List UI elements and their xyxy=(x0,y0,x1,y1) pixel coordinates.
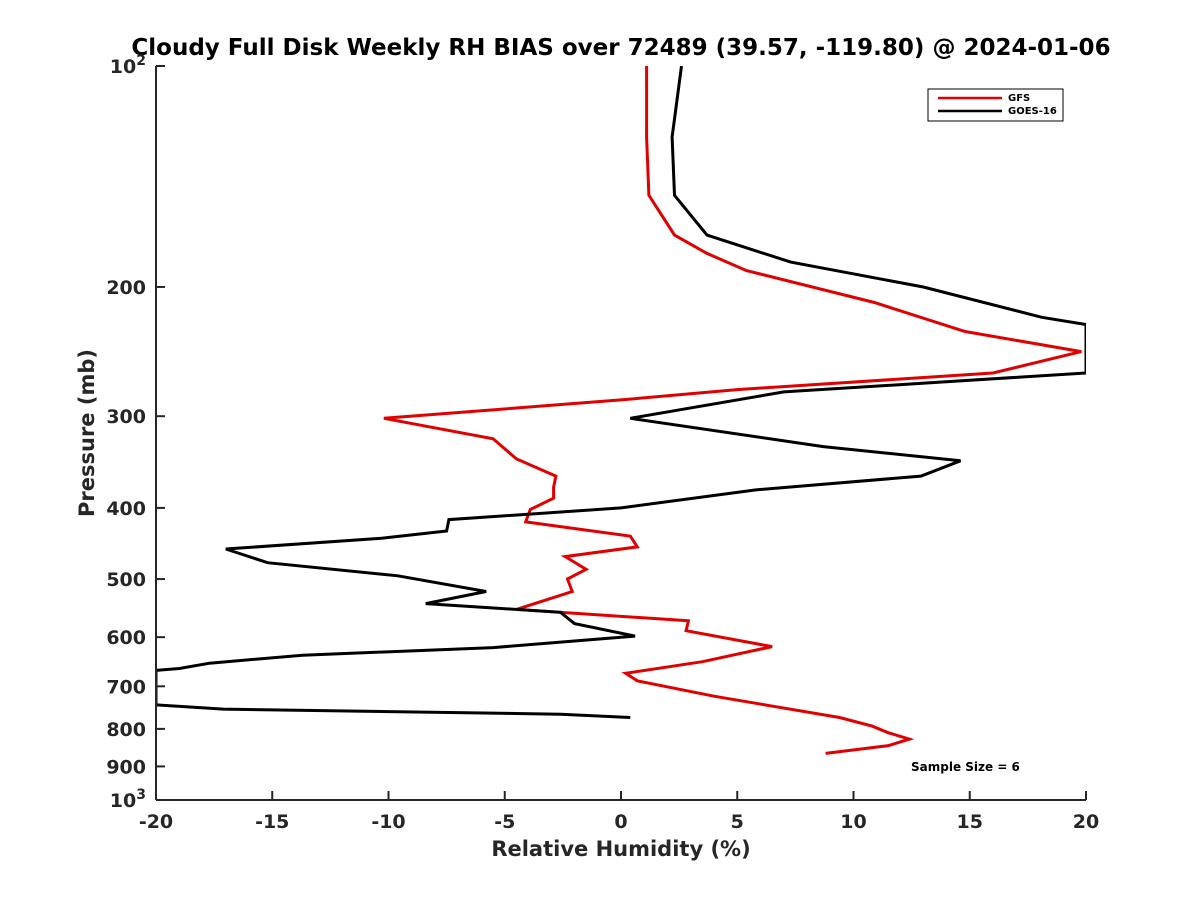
legend-label-goes16: GOES-16 xyxy=(1008,106,1057,117)
y-tick-base: 10 xyxy=(110,56,136,78)
x-axis-label: Relative Humidity (%) xyxy=(491,837,750,861)
x-tick-label: 5 xyxy=(731,811,744,833)
x-tick-label: -20 xyxy=(139,811,173,833)
series-line-gfs xyxy=(383,66,1082,755)
y-tick-label: 500 xyxy=(106,569,146,591)
x-tick-label: 0 xyxy=(614,811,627,833)
y-tick-label: 103 xyxy=(110,787,146,812)
y-tick-label: 300 xyxy=(106,406,146,428)
y-tick-label: 200 xyxy=(106,277,146,299)
y-tick-base: 10 xyxy=(110,790,136,812)
y-tick-label: 700 xyxy=(106,676,146,698)
x-tick-label: -15 xyxy=(255,811,289,833)
series-line-goes16 xyxy=(156,66,1086,719)
y-tick-exponent: 3 xyxy=(136,787,146,803)
legend: GFS GOES-16 xyxy=(927,88,1064,122)
legend-label-gfs: GFS xyxy=(1008,93,1030,104)
y-tick-label: 102 xyxy=(110,53,146,78)
x-tick-label: 20 xyxy=(1073,811,1099,833)
y-tick-label: 400 xyxy=(106,498,146,520)
sample-size-note: Sample Size = 6 xyxy=(911,760,1020,774)
y-tick-exponent: 2 xyxy=(136,53,146,69)
x-tick-label: -10 xyxy=(371,811,405,833)
x-tick-label: -5 xyxy=(494,811,515,833)
y-tick-label: 800 xyxy=(106,719,146,741)
y-axis-label: Pressure (mb) xyxy=(75,349,99,517)
y-tick-label: 900 xyxy=(106,756,146,778)
x-tick-label: 10 xyxy=(840,811,866,833)
axes-layer: -20 -15 -10 -5 0 5 10 15 20102200300400500600700… xyxy=(106,53,1099,833)
series-layer xyxy=(156,66,1086,755)
plot-area: -20 -15 -10 -5 0 5 10 15 20102200300400500600700… xyxy=(106,53,1099,833)
x-tick-label: 15 xyxy=(957,811,983,833)
legend-box xyxy=(927,88,1064,122)
chart-title: Cloudy Full Disk Weekly RH BIAS over 724… xyxy=(131,35,1110,61)
y-tick-label: 600 xyxy=(106,627,146,649)
